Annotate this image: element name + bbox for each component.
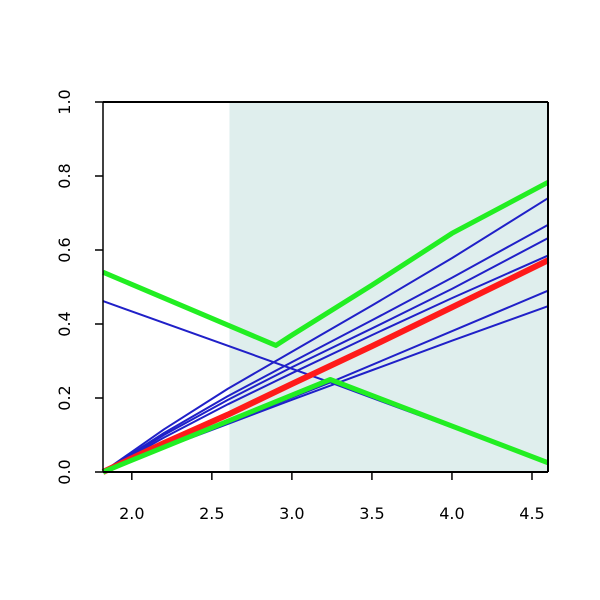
series-line-4 <box>102 254 549 473</box>
x-tick-label: 4.5 <box>519 504 544 523</box>
series-line-6 <box>102 223 549 473</box>
series-line-9 <box>102 180 550 348</box>
y-tick-label: 0.2 <box>55 385 74 410</box>
x-tick-label: 3.5 <box>359 504 384 523</box>
x-tick-label: 2.0 <box>119 504 144 523</box>
series-line-8 <box>101 257 550 475</box>
y-tick-label: 0.4 <box>55 311 74 336</box>
y-tick-label: 0.8 <box>55 163 74 188</box>
series-line-10 <box>102 377 549 475</box>
x-tick-label: 4.0 <box>439 504 464 523</box>
y-tick-label: 0.6 <box>55 237 74 262</box>
x-tick-label: 2.5 <box>199 504 224 523</box>
y-tick-label: 0.0 <box>55 459 74 484</box>
series-line-7 <box>102 197 549 473</box>
series-line-5 <box>102 237 549 473</box>
y-tick-label: 1.0 <box>55 89 74 114</box>
x-tick-label: 3.0 <box>279 504 304 523</box>
